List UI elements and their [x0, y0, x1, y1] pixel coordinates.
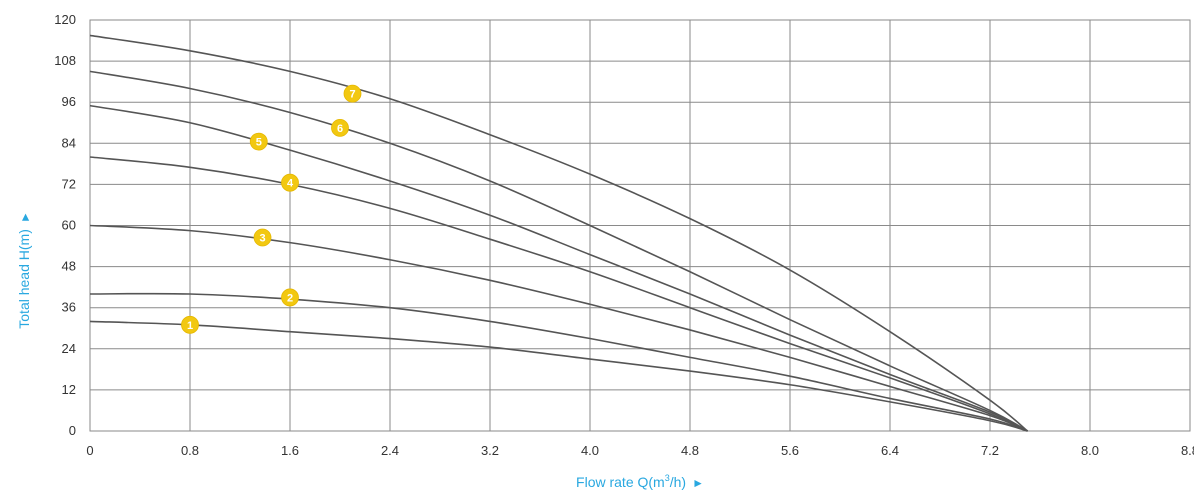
curve-marker-4: 4: [281, 173, 299, 192]
y-tick-label: 72: [62, 176, 76, 191]
curve-4: [89, 156, 1028, 432]
marker-label: 7: [349, 89, 355, 101]
curve-7: [89, 34, 1029, 432]
y-tick-label: 0: [69, 423, 76, 438]
marker-dot: [253, 228, 272, 247]
curve-marker-2: 2: [281, 288, 299, 307]
curve-6: [89, 70, 1028, 432]
curve-marker-1: 1: [181, 315, 199, 334]
marker-dot: [281, 288, 299, 307]
marker-dot: [343, 84, 362, 103]
y-tick-label: 96: [62, 94, 76, 109]
marker-label: 3: [259, 232, 265, 244]
x-tick-label: 7.2: [981, 443, 999, 458]
y-tick-label: 120: [54, 12, 76, 27]
marker-label: 4: [287, 178, 294, 190]
marker-dot: [181, 315, 199, 334]
x-tick-label: 6.4: [881, 443, 899, 458]
curve-1: [89, 320, 1028, 432]
y-tick-label: 84: [62, 135, 76, 150]
y-tick-label: 12: [62, 382, 76, 397]
marker-dot: [331, 118, 349, 137]
marker-label: 5: [256, 137, 262, 149]
x-tick-label: 0.8: [181, 443, 199, 458]
curve-2: [89, 292, 1028, 432]
x-tick-label: 5.6: [781, 443, 799, 458]
y-tick-label: 24: [62, 341, 76, 356]
marker-label: 6: [337, 123, 343, 135]
y-tick-label: 36: [62, 300, 76, 315]
x-tick-label: 1.6: [281, 443, 299, 458]
y-tick-label: 108: [54, 53, 76, 68]
curve-marker-6: 6: [331, 118, 349, 137]
marker-label: 1: [187, 320, 193, 332]
y-tick-label: 48: [62, 259, 76, 274]
x-tick-label: 2.4: [381, 443, 399, 458]
marker-dot: [249, 132, 268, 151]
x-tick-label: 4.0: [581, 443, 599, 458]
x-tick-label: 0: [86, 443, 93, 458]
marker-dot: [281, 173, 299, 192]
x-tick-label: 3.2: [481, 443, 499, 458]
x-tick-label: 8.8: [1181, 443, 1194, 458]
curve-markers: 1 2 3 4 5 6 7: [181, 84, 362, 334]
marker-label: 2: [287, 292, 293, 304]
curve-marker-5: 5: [249, 132, 268, 151]
x-axis-title: Flow rate Q(m3/h) ►: [576, 473, 704, 490]
axes: 00.81.62.43.24.04.85.66.47.28.08.8012243…: [54, 12, 1194, 458]
y-axis-title: Total head H(m)►: [16, 211, 32, 328]
grid: [89, 19, 1191, 432]
curve-3: [89, 224, 1028, 432]
curve-5: [89, 104, 1028, 432]
y-tick-label: 60: [62, 218, 76, 233]
curve-marker-3: 3: [253, 228, 272, 247]
curve-marker-7: 7: [343, 84, 362, 103]
x-tick-label: 8.0: [1081, 443, 1099, 458]
curves: [89, 34, 1029, 432]
x-tick-label: 4.8: [681, 443, 699, 458]
